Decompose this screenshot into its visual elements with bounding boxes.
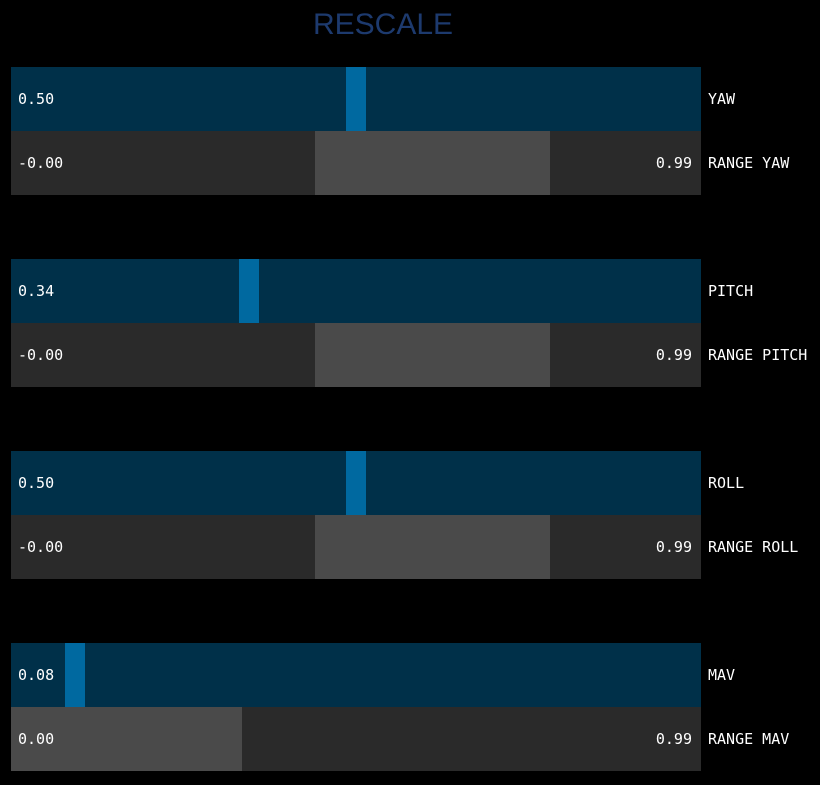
pitch-range-fill[interactable] [315,323,550,387]
roll-control-group: 0.50 -0.00 0.99 ROLL RANGE ROLL [11,451,811,579]
pitch-slider-handle[interactable] [239,259,259,323]
roll-range-high-value: 0.99 [655,538,692,556]
range-pitch-label: RANGE PITCH [708,346,808,364]
mav-control-group: 0.08 0.00 0.99 MAV RANGE MAV [11,643,811,771]
yaw-range-low-value: -0.00 [18,154,64,172]
yaw-range-fill[interactable] [315,131,550,195]
mav-value: 0.08 [18,666,55,684]
pitch-slider[interactable]: 0.34 [11,259,701,323]
pitch-control-group: 0.34 -0.00 0.99 PITCH RANGE PITCH [11,259,811,387]
pitch-range-low-value: -0.00 [18,346,64,364]
range-yaw-label: RANGE YAW [708,154,790,172]
roll-range-slider[interactable]: -0.00 0.99 [11,515,701,579]
mav-label: MAV [708,666,736,684]
yaw-slider[interactable]: 0.50 [11,67,701,131]
pitch-value: 0.34 [18,282,55,300]
roll-slider-handle[interactable] [346,451,366,515]
range-mav-label: RANGE MAV [708,730,790,748]
roll-range-fill[interactable] [315,515,550,579]
page-title: RESCALE [312,8,454,41]
yaw-control-group: 0.50 -0.00 0.99 YAW RANGE YAW [11,67,811,195]
yaw-range-high-value: 0.99 [655,154,692,172]
yaw-value: 0.50 [18,90,55,108]
yaw-label: YAW [708,90,736,108]
roll-slider[interactable]: 0.50 [11,451,701,515]
mav-range-high-value: 0.99 [655,730,692,748]
pitch-range-high-value: 0.99 [655,346,692,364]
mav-range-slider[interactable]: 0.00 0.99 [11,707,701,771]
mav-slider[interactable]: 0.08 [11,643,701,707]
mav-range-low-value: 0.00 [18,730,55,748]
roll-range-low-value: -0.00 [18,538,64,556]
range-roll-label: RANGE ROLL [708,538,799,556]
mav-range-fill[interactable] [11,707,242,771]
mav-slider-handle[interactable] [65,643,85,707]
yaw-range-slider[interactable]: -0.00 0.99 [11,131,701,195]
roll-value: 0.50 [18,474,55,492]
roll-label: ROLL [708,474,745,492]
pitch-label: PITCH [708,282,754,300]
pitch-range-slider[interactable]: -0.00 0.99 [11,323,701,387]
yaw-slider-handle[interactable] [346,67,366,131]
